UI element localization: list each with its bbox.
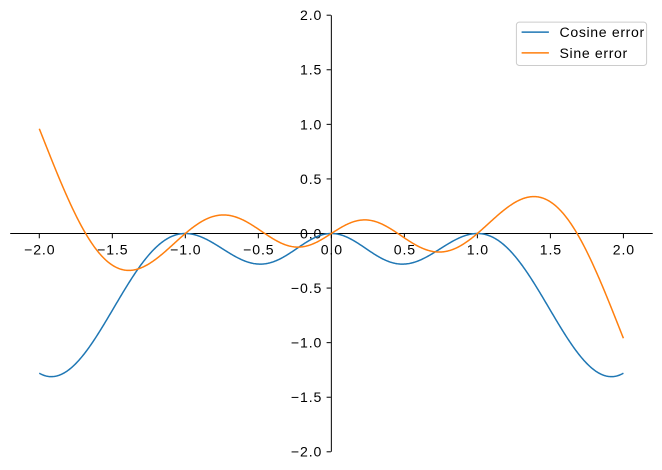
svg-text:1.5: 1.5	[540, 242, 562, 258]
svg-text:−0.5: −0.5	[291, 280, 322, 296]
svg-text:1.5: 1.5	[300, 62, 322, 78]
svg-text:1.0: 1.0	[467, 242, 489, 258]
svg-text:2.0: 2.0	[613, 242, 635, 258]
svg-text:−2.0: −2.0	[291, 444, 322, 460]
svg-text:−2.0: −2.0	[24, 242, 55, 258]
svg-text:Sine error: Sine error	[560, 45, 628, 61]
svg-text:Cosine error: Cosine error	[560, 24, 645, 40]
svg-text:0.5: 0.5	[300, 171, 322, 187]
svg-text:0.0: 0.0	[321, 242, 343, 258]
svg-text:−0.5: −0.5	[243, 242, 274, 258]
svg-text:0.5: 0.5	[394, 242, 416, 258]
svg-text:−1.5: −1.5	[291, 389, 322, 405]
svg-text:−1.0: −1.0	[291, 335, 322, 351]
svg-text:−1.5: −1.5	[97, 242, 128, 258]
svg-text:1.0: 1.0	[300, 116, 322, 132]
svg-text:2.0: 2.0	[300, 7, 322, 23]
svg-text:−1.0: −1.0	[170, 242, 201, 258]
